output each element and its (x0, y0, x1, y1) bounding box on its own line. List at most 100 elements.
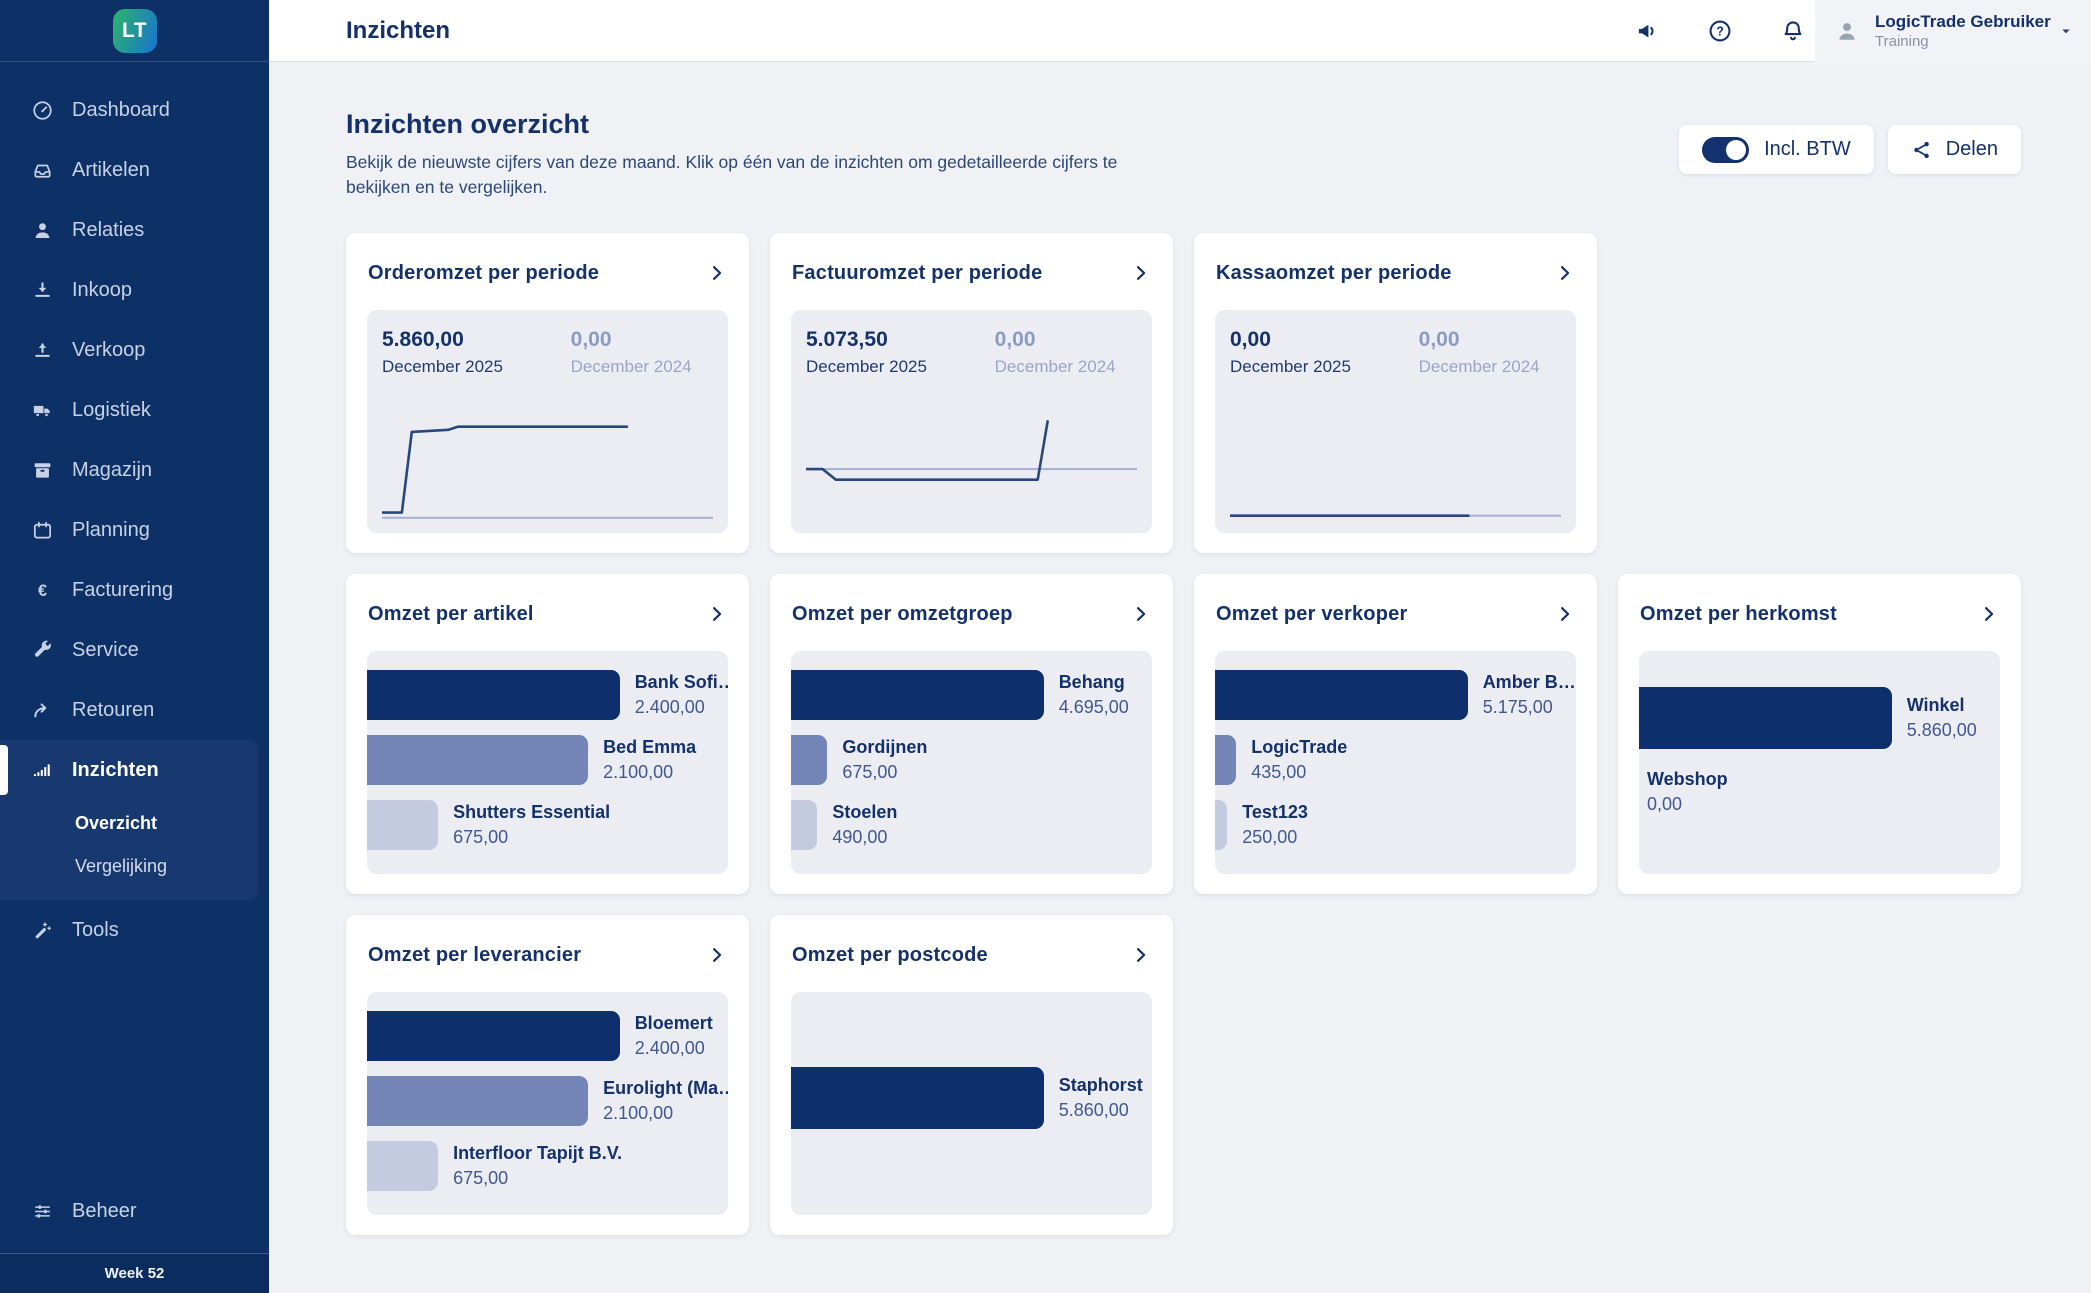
bell-icon[interactable] (1771, 9, 1815, 53)
sidebar-item-label: Verkoop (72, 338, 146, 361)
bar-name: LogicTrade (1251, 736, 1348, 757)
sidebar-nav-block: Planning (0, 500, 269, 560)
user-menu[interactable]: LogicTrade Gebruiker Training (1815, 0, 2091, 62)
insight-card[interactable]: Factuuromzet per periode 5.073,50 Decemb… (770, 232, 1173, 553)
chart-panel: Amber B… 5.175,00 LogicTrade 435,00 Test… (1215, 650, 1576, 874)
bar-name: Winkel (1906, 694, 1965, 715)
previous-period: December 2024 (1418, 356, 1540, 376)
current-stat: 0,00 December 2025 (1230, 328, 1419, 377)
bar-label: Webshop 0,00 (1647, 769, 1728, 815)
insight-card[interactable]: Omzet per artikel Bank Sofi… 2.400,00 Be… (346, 573, 749, 894)
bar-label: Amber B… 5.175,00 (1483, 672, 1576, 718)
chevron-right-icon (707, 263, 727, 283)
bar-name: Test123 (1242, 801, 1308, 822)
page-description: Bekijk de nieuwste cijfers van deze maan… (346, 152, 1118, 198)
current-period: December 2025 (806, 356, 927, 376)
previous-period: December 2024 (570, 356, 692, 376)
bar (1639, 686, 1892, 749)
sidebar-item-dashboard[interactable]: Dashboard (0, 80, 269, 140)
bar-label: Behang 4.695,00 (1059, 672, 1129, 718)
sidebar-item-label: Beheer (72, 1199, 137, 1222)
bar (791, 734, 828, 785)
sidebar-item-magazijn[interactable]: Magazijn (0, 440, 269, 500)
bar-name: Gordijnen (842, 736, 928, 757)
bar (367, 799, 439, 850)
bar-name: Behang (1058, 671, 1125, 692)
sidebar-item-inkoop[interactable]: Inkoop (0, 260, 269, 320)
share-button[interactable]: Delen (1887, 125, 2021, 174)
current-stat: 5.860,00 December 2025 (382, 328, 571, 377)
cards-row-2: Omzet per artikel Bank Sofi… 2.400,00 Be… (346, 573, 2021, 894)
calendar-icon (30, 518, 54, 542)
bar-label: Bloemert 2.400,00 (635, 1013, 713, 1059)
current-period: December 2025 (1230, 356, 1351, 376)
chevron-right-icon (707, 945, 727, 965)
truck-icon (30, 398, 54, 422)
insight-card[interactable]: Kassaomzet per periode 0,00 December 202… (1194, 232, 1597, 553)
sidebar-item-label: Relaties (72, 218, 145, 241)
sidebar-item-label: Tools (72, 918, 119, 941)
megaphone-icon[interactable] (1625, 9, 1669, 53)
card-header: Omzet per artikel (367, 574, 728, 651)
chevron-right-icon (1555, 263, 1575, 283)
bar-name: Eurolight (Ma… (603, 1077, 728, 1098)
sidebar-item-verkoop[interactable]: Verkoop (0, 320, 269, 380)
share-icon (1911, 139, 1933, 161)
card-title: Omzet per omzetgroep (792, 602, 1013, 625)
sidebar-item-logistiek[interactable]: Logistiek (0, 380, 269, 440)
sidebar-nav-block: Retouren (0, 680, 269, 740)
insight-card[interactable]: Omzet per herkomst Winkel 5.860,00 Websh… (1618, 573, 2021, 894)
sidebar-nav-block: Relaties (0, 200, 269, 260)
card-header: Omzet per leverancier (367, 915, 728, 992)
bar (367, 669, 620, 720)
card-title: Omzet per herkomst (1640, 602, 1837, 625)
bar-row: Winkel 5.860,00 (1639, 686, 2000, 749)
sidebar-subitem-overzicht[interactable]: Overzicht (75, 813, 158, 833)
current-value: 5.073,50 (806, 327, 888, 351)
previous-value: 0,00 (994, 327, 1036, 351)
insight-card[interactable]: Omzet per verkoper Amber B… 5.175,00 Log… (1194, 573, 1597, 894)
bar-row: Stoelen 490,00 (791, 799, 1152, 850)
bar-row: Amber B… 5.175,00 (1215, 669, 1576, 720)
sidebar-item-label: Logistiek (72, 398, 151, 421)
sidebar-item-label: Retouren (72, 698, 155, 721)
logictrade-logo: LT (112, 8, 157, 53)
sidebar-item-tools[interactable]: Tools (0, 900, 269, 960)
sidebar-item-relaties[interactable]: Relaties (0, 200, 269, 260)
sidebar-item-planning[interactable]: Planning (0, 500, 269, 560)
archive-icon (30, 458, 54, 482)
bar-label: Test123 250,00 (1242, 802, 1308, 848)
sidebar-item-artikelen[interactable]: Artikelen (0, 140, 269, 200)
bar (791, 669, 1044, 720)
card-header: Omzet per herkomst (1639, 574, 2000, 651)
bar (1215, 799, 1228, 850)
sidebar-item-label: Dashboard (72, 98, 170, 121)
user-name: LogicTrade Gebruiker (1875, 11, 2051, 31)
sliders-icon (30, 1199, 54, 1223)
insight-card[interactable]: Omzet per leverancier Bloemert 2.400,00 … (346, 914, 749, 1235)
inbox-icon (30, 158, 54, 182)
insight-card[interactable]: Omzet per postcode Staphorst 5.860,00 (770, 914, 1173, 1235)
sidebar-bottom: Beheer (0, 1181, 269, 1241)
card-title: Factuuromzet per periode (792, 261, 1043, 284)
svg-text:?: ? (1716, 24, 1724, 38)
previous-stat: 0,00 December 2024 (1419, 328, 1561, 377)
previous-value: 0,00 (1418, 327, 1460, 351)
bar-name: Staphorst (1058, 1074, 1143, 1095)
sidebar-item-facturering[interactable]: € Facturering (0, 560, 269, 620)
sidebar-subitem-vergelijking[interactable]: Vergelijking (75, 856, 168, 876)
chevron-right-icon (1555, 604, 1575, 624)
sidebar-item-service[interactable]: Service (0, 620, 269, 680)
sidebar-item-beheer[interactable]: Beheer (0, 1181, 269, 1241)
sidebar-item-inzichten[interactable]: Inzichten (0, 740, 258, 800)
insight-card[interactable]: Orderomzet per periode 5.860,00 December… (346, 232, 749, 553)
toggle-switch[interactable] (1702, 136, 1750, 163)
help-icon[interactable]: ? (1698, 9, 1742, 53)
incl-btw-toggle-button[interactable]: Incl. BTW (1679, 125, 1874, 174)
sidebar-nav-block: Inkoop (0, 260, 269, 320)
sidebar-item-retouren[interactable]: Retouren (0, 680, 269, 740)
bar-value: 490,00 (832, 826, 888, 847)
insight-card[interactable]: Omzet per omzetgroep Behang 4.695,00 Gor… (770, 573, 1173, 894)
current-value: 5.860,00 (382, 327, 464, 351)
logo-text: LT (121, 18, 148, 42)
